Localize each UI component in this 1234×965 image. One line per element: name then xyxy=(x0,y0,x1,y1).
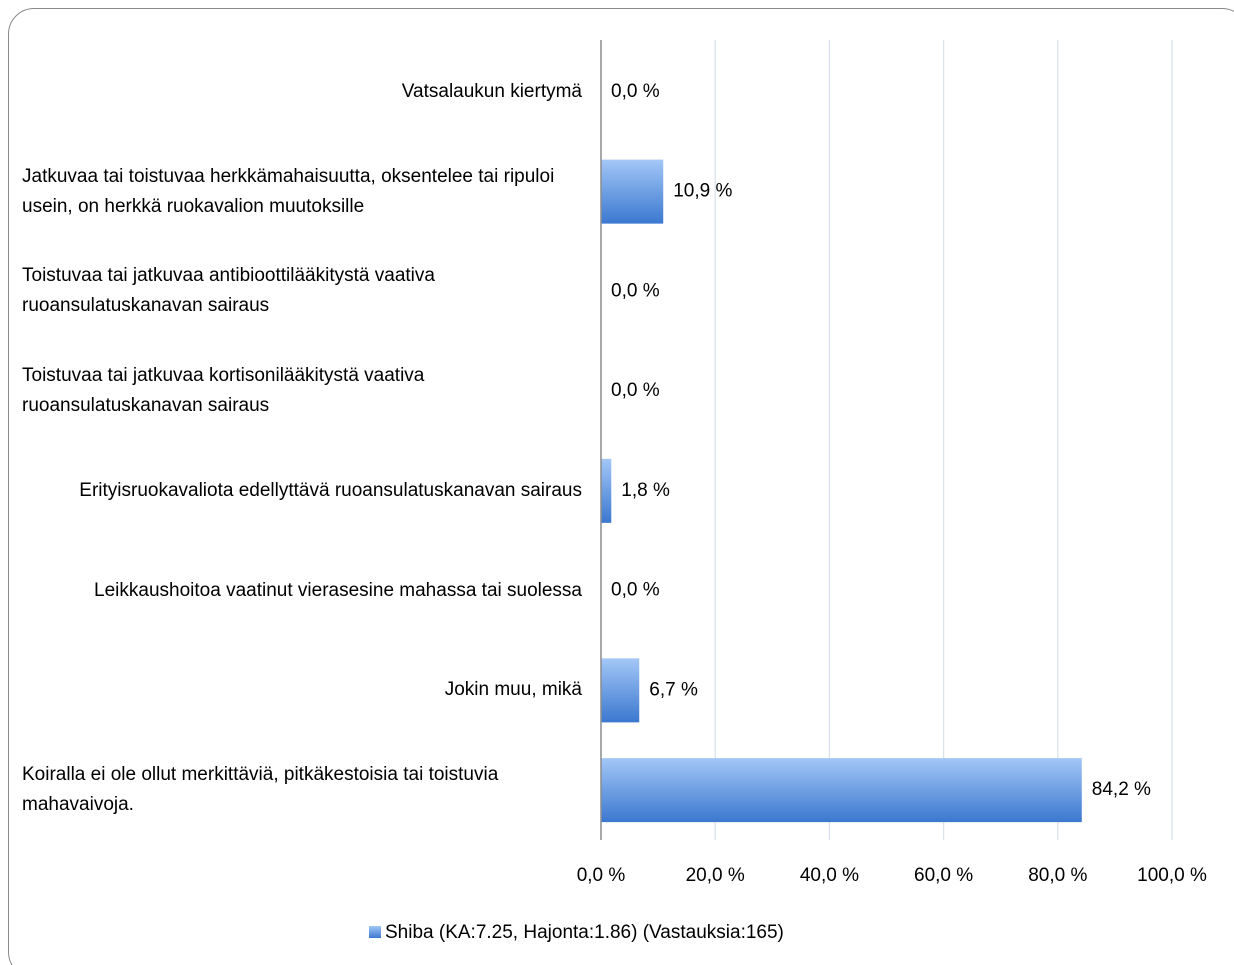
value-label: 1,8 % xyxy=(621,480,670,501)
x-tick-label: 60,0 % xyxy=(914,865,973,886)
category-label: Erityisruokavaliota edellyttävä ruoansul… xyxy=(22,476,582,506)
value-label: 0,0 % xyxy=(611,580,660,601)
x-tick-label: 40,0 % xyxy=(800,865,859,886)
x-tick-label: 0,0 % xyxy=(577,865,626,886)
category-text: Jokin muu, mikä xyxy=(444,679,582,701)
category-text: Jatkuvaa tai toistuvaa herkkämahaisuutta… xyxy=(22,165,555,217)
category-label: Jokin muu, mikä xyxy=(22,675,582,705)
category-text: Leikkaushoitoa vaatinut vierasesine maha… xyxy=(94,579,582,601)
category-label: Jatkuvaa tai toistuvaa herkkämahaisuutta… xyxy=(22,162,582,222)
category-label: Koiralla ei ole ollut merkittäviä, pitkä… xyxy=(22,760,582,820)
value-label: 0,0 % xyxy=(611,280,660,301)
category-label: Toistuvaa tai jatkuvaa kortisonilääkitys… xyxy=(22,361,582,421)
category-text: Koiralla ei ole ollut merkittäviä, pitkä… xyxy=(22,764,499,816)
category-label: Vatsalaukun kiertymä xyxy=(22,77,582,107)
category-text: Toistuvaa tai jatkuvaa antibioottilääkit… xyxy=(22,265,435,317)
x-tick-label: 20,0 % xyxy=(686,865,745,886)
category-text: Erityisruokavaliota edellyttävä ruoansul… xyxy=(79,479,582,501)
value-label: 10,9 % xyxy=(673,181,732,202)
value-label: 84,2 % xyxy=(1092,779,1151,800)
legend-label: Shiba (KA:7.25, Hajonta:1.86) (Vastauksi… xyxy=(385,922,784,943)
category-label: Toistuvaa tai jatkuvaa antibioottilääkit… xyxy=(22,261,582,321)
bar xyxy=(601,159,664,224)
value-label: 0,0 % xyxy=(611,380,660,401)
x-tick-label: 80,0 % xyxy=(1028,865,1087,886)
category-label: Leikkaushoitoa vaatinut vierasesine maha… xyxy=(22,576,582,606)
legend-marker xyxy=(369,926,381,938)
value-label: 0,0 % xyxy=(611,81,660,102)
x-tick-label: 100,0 % xyxy=(1137,865,1207,886)
chart-frame xyxy=(8,8,1234,965)
bar xyxy=(601,758,1082,823)
bar xyxy=(601,658,640,723)
category-text: Vatsalaukun kiertymä xyxy=(401,80,582,102)
value-label: 6,7 % xyxy=(649,679,698,700)
bar xyxy=(601,458,612,523)
category-text: Toistuvaa tai jatkuvaa kortisonilääkitys… xyxy=(22,365,425,417)
